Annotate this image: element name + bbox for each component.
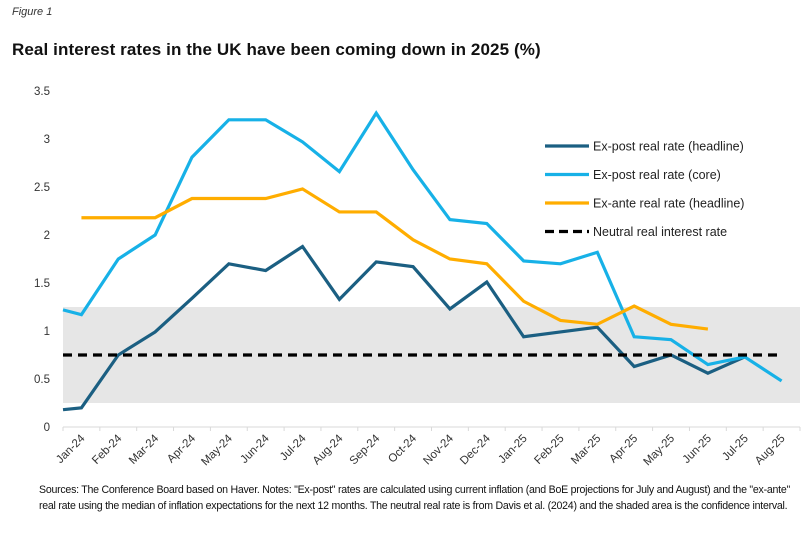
chart-title: Real interest rates in the UK have been … bbox=[12, 40, 541, 59]
y-tick-label: 1 bbox=[44, 326, 50, 338]
x-tick-label: Jul-25 bbox=[720, 433, 751, 464]
x-tick-label: Dec-24 bbox=[458, 432, 493, 467]
x-tick-label: Nov-24 bbox=[421, 432, 456, 467]
legend: Ex-post real rate (headline) Ex-post real… bbox=[545, 140, 744, 239]
y-tick-label: 2.5 bbox=[34, 182, 50, 194]
series-layer bbox=[62, 110, 783, 412]
x-tick-label: Feb-25 bbox=[532, 433, 566, 467]
x-tick-label: Jul-24 bbox=[278, 432, 309, 463]
x-tick-label: Mar-25 bbox=[569, 433, 603, 467]
legend-label-ex-ante-real-rate-headline: Ex-ante real rate (headline) bbox=[593, 197, 744, 211]
x-tick-label: Oct-24 bbox=[386, 432, 419, 465]
x-tick-label: Apr-24 bbox=[165, 432, 198, 465]
legend-label-ex-post-real-rate-core: Ex-post real rate (core) bbox=[593, 168, 721, 182]
series-line-ex-ante-real-rate-headline bbox=[81, 187, 709, 331]
y-tick-label: 2 bbox=[44, 230, 50, 242]
y-axis: 0 0.5 1 1.5 2 2.5 3 3.5 bbox=[34, 86, 50, 434]
x-tick-label: Jan-24 bbox=[54, 432, 88, 466]
x-tick-label: Jun-25 bbox=[681, 433, 714, 466]
figure-label: Figure 1 bbox=[12, 6, 53, 18]
x-tick-label: Aug-24 bbox=[311, 432, 346, 467]
x-tick-label: May-25 bbox=[642, 433, 678, 469]
x-tick-label: Mar-24 bbox=[127, 432, 162, 467]
source-note: Sources: The Conference Board based on H… bbox=[39, 484, 791, 512]
x-axis: Jan-24 Feb-24 Mar-24 Apr-24 May-24 Jun-24 Jul-… bbox=[54, 426, 801, 469]
y-tick-label: 3 bbox=[44, 134, 50, 146]
x-tick-label: Feb-24 bbox=[90, 432, 125, 467]
y-tick-label: 3.5 bbox=[34, 86, 50, 98]
series-line-ex-post-real-rate-core bbox=[62, 110, 783, 383]
x-tick-label: Sep-24 bbox=[348, 432, 383, 467]
x-tick-label: Aug-25 bbox=[753, 433, 788, 468]
legend-label-neutral-real-interest-rate: Neutral real interest rate bbox=[593, 225, 727, 239]
x-tick-label: Apr-25 bbox=[607, 433, 640, 466]
y-tick-label: 0 bbox=[44, 422, 50, 434]
series-line-ex-post-real-rate-headline bbox=[62, 244, 746, 412]
y-tick-label: 1.5 bbox=[34, 278, 50, 290]
chart: Jan-24 Feb-24 Mar-24 Apr-24 May-24 Jun-24 Jul-… bbox=[34, 86, 801, 469]
x-tick-label: Jun-24 bbox=[238, 432, 272, 466]
legend-label-ex-post-real-rate-headline: Ex-post real rate (headline) bbox=[593, 140, 744, 154]
y-tick-label: 0.5 bbox=[34, 374, 50, 386]
x-tick-label: May-24 bbox=[199, 432, 235, 468]
x-tick-label: Jan-25 bbox=[496, 433, 529, 466]
